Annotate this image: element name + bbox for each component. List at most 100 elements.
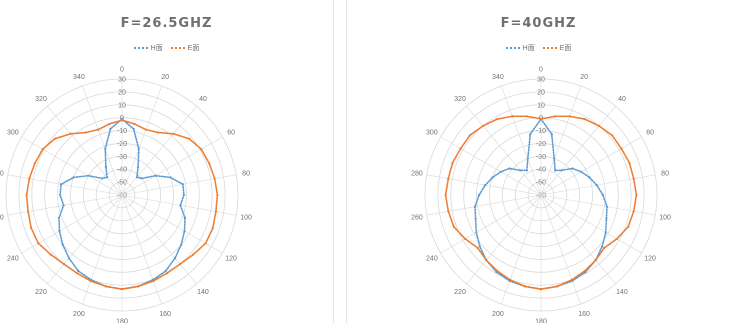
data-point-h (526, 157, 529, 160)
grid-spoke (121, 105, 197, 196)
data-point-e (178, 263, 182, 266)
grid-spoke (121, 136, 223, 196)
legend-label-e: E面 (559, 45, 572, 52)
data-point-h (605, 205, 609, 208)
angle-tick-label: 240 (7, 256, 19, 263)
data-point-e (620, 147, 623, 150)
angle-tick-label: 260 (411, 214, 423, 221)
data-point-e (476, 246, 479, 250)
data-point-h (183, 216, 187, 220)
data-point-h (478, 245, 481, 248)
data-point-e (133, 122, 136, 126)
data-point-e (485, 259, 488, 262)
data-point-e (526, 115, 529, 118)
data-point-e (30, 226, 33, 230)
data-point-e (451, 161, 454, 164)
data-point-e (570, 278, 573, 281)
data-point-h (59, 193, 62, 197)
data-point-h (580, 170, 583, 173)
angle-tick-label: 0 (539, 67, 543, 74)
angle-tick-label: 80 (242, 171, 250, 178)
data-point-e (523, 285, 526, 288)
data-point-h (72, 176, 75, 179)
grid-spoke (82, 194, 123, 305)
data-point-h (605, 217, 608, 220)
chart-panel-26-5ghz: F=26.5GHZ H面 E面 3020100-10-20-30-40-50-6… (0, 0, 334, 323)
data-point-e (25, 193, 28, 197)
data-point-e (213, 177, 216, 180)
data-point-h (182, 193, 185, 197)
angle-tick-label: 240 (426, 256, 438, 263)
angle-tick-label: 140 (197, 289, 209, 296)
data-point-e (463, 237, 467, 240)
data-point-h (77, 269, 80, 273)
grid-spoke (466, 105, 542, 196)
polar-chart: 3020100-10-20-30-40-50-60020406080100120… (0, 67, 252, 323)
data-point-e (452, 225, 455, 228)
grid-spoke (7, 174, 123, 196)
data-point-h (154, 174, 157, 177)
data-point-h (137, 147, 140, 151)
data-point-h (491, 176, 494, 179)
angle-tick-label: 180 (535, 319, 547, 323)
data-point-h (519, 169, 522, 172)
data-point-e (152, 279, 155, 283)
angle-tick-label: 20 (161, 74, 169, 81)
data-point-h (57, 216, 61, 220)
angle-tick-label: 60 (227, 130, 235, 137)
data-point-h (550, 132, 553, 136)
grid-spoke (466, 194, 542, 285)
data-point-e (594, 259, 597, 262)
legend-swatch-h (505, 47, 520, 50)
angle-tick-label: 320 (35, 96, 47, 103)
grid-spoke (540, 194, 642, 254)
grid-spoke (540, 174, 656, 196)
data-point-e (120, 119, 124, 122)
data-point-e (33, 162, 36, 165)
data-point-h (478, 193, 481, 197)
angle-tick-label: 100 (240, 214, 252, 221)
angle-tick-label: 60 (646, 130, 654, 137)
data-point-h (553, 157, 556, 160)
data-point-e (583, 269, 586, 273)
data-point-e (75, 272, 78, 275)
data-point-e (28, 177, 31, 180)
data-point-e (200, 148, 203, 151)
data-point-e (610, 134, 614, 137)
data-point-h (525, 169, 528, 172)
grid-spoke (440, 194, 542, 254)
grid-spoke (501, 194, 542, 305)
data-point-h (181, 183, 185, 186)
grid-spoke (121, 85, 162, 196)
data-point-h (87, 174, 90, 177)
data-point-h (179, 204, 182, 207)
angle-tick-label: 300 (426, 130, 438, 137)
legend-label-h: H面 (150, 45, 163, 52)
angle-tick-label: 200 (492, 311, 504, 318)
data-point-e (444, 193, 447, 197)
data-point-e (447, 210, 450, 213)
data-point-e (568, 115, 571, 118)
polar-chart: 3020100-10-20-30-40-50-60020406080100120… (411, 67, 671, 323)
data-point-h (67, 257, 71, 260)
data-point-e (216, 193, 219, 197)
data-point-h (484, 184, 487, 187)
legend-label-h: H面 (522, 45, 535, 52)
data-point-h (101, 177, 104, 180)
legend-item-e: E面 (542, 43, 572, 53)
angle-tick-label: 220 (454, 289, 466, 296)
data-point-h (58, 229, 61, 233)
data-point-h (595, 184, 598, 187)
data-point-h (61, 243, 64, 246)
data-point-e (208, 162, 211, 165)
grid-spoke (540, 136, 642, 196)
data-point-e (89, 279, 92, 283)
data-point-e (583, 117, 586, 121)
grid-spoke (7, 194, 123, 216)
grid-spoke (501, 85, 542, 196)
data-point-h (554, 169, 557, 172)
data-point-e (62, 263, 66, 266)
data-point-h (560, 169, 563, 172)
grid-spoke (540, 194, 616, 285)
grid-spoke (121, 194, 162, 305)
